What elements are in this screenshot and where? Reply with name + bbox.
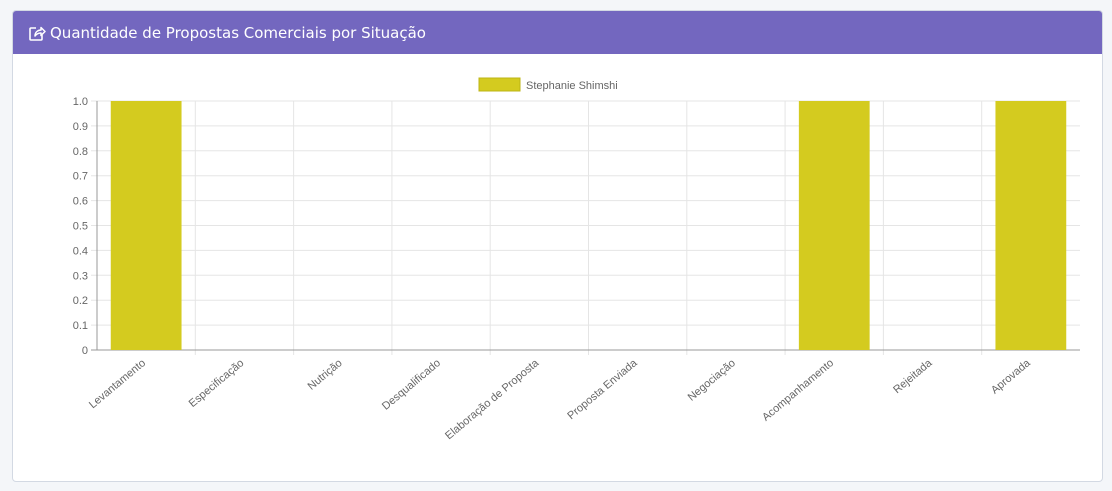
- y-tick-label: 0: [82, 345, 88, 357]
- y-tick-label: 0.2: [73, 295, 88, 307]
- y-tick-label: 0.3: [73, 270, 88, 282]
- legend-swatch: [478, 77, 521, 92]
- card-title: Quantidade de Propostas Comerciais por S…: [50, 23, 426, 42]
- x-tick-label: Especificação: [187, 357, 247, 410]
- y-tick-label: 0.8: [73, 146, 88, 158]
- bar-chart: 1.0 0.9 0.8 0.7 0.6 0.5 0.4 0.3 0.2 0.1 0Levantame…: [73, 77, 1080, 443]
- x-tick-label: Acompanhamento: [760, 357, 836, 424]
- card-header: Quantidade de Propostas Comerciais por S…: [13, 11, 1102, 54]
- chart-card: Quantidade de Propostas Comerciais por S…: [12, 10, 1103, 482]
- y-tick-label: 0.7: [73, 171, 88, 183]
- y-tick-label: 0.4: [73, 245, 88, 257]
- y-tick-label: 0.1: [73, 320, 88, 332]
- bar: [110, 101, 182, 350]
- x-tick-label: Levantamento: [87, 357, 148, 411]
- share-square-icon: [28, 24, 46, 42]
- x-tick-label: Rejeitada: [891, 357, 935, 397]
- x-tick-label: Elaboração de Proposta: [443, 357, 542, 443]
- card-body: 1.0 0.9 0.8 0.7 0.6 0.5 0.4 0.3 0.2 0.1 0 Levantame…: [13, 54, 1102, 481]
- bar: [798, 101, 870, 350]
- x-tick-label: Desqualificado: [380, 357, 443, 413]
- x-tick-label: Proposta Enviada: [565, 357, 640, 423]
- bar: [995, 101, 1067, 350]
- x-tick-label: Aprovada: [989, 357, 1033, 397]
- x-tick-label: Negociação: [686, 357, 738, 404]
- legend-label: Stephanie Shimshi: [526, 80, 618, 92]
- y-tick-label: 0.6: [73, 196, 88, 208]
- y-tick-label: 0.5: [73, 221, 88, 233]
- x-tick-label: Nutrição: [306, 357, 345, 393]
- y-tick-label: 1.0: [73, 96, 88, 108]
- y-tick-label: 0.9: [73, 121, 88, 133]
